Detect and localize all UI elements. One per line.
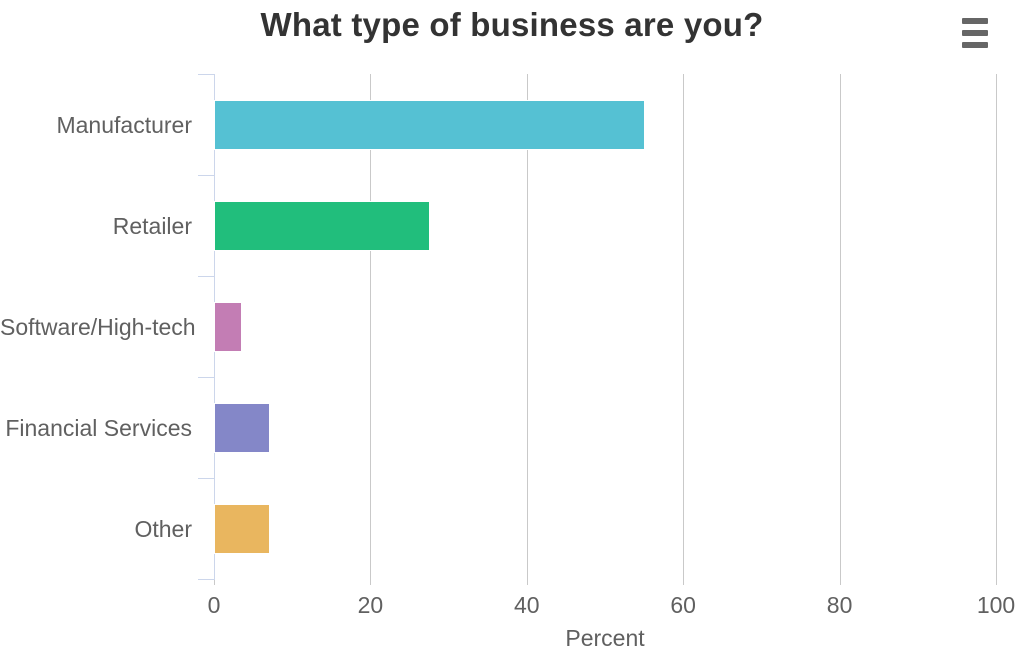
hamburger-icon	[962, 30, 988, 36]
bar-financial-services[interactable]	[214, 402, 270, 453]
bar-retailer[interactable]	[214, 200, 430, 251]
x-tick-0	[214, 579, 215, 585]
x-axis-title: Percent	[565, 625, 645, 651]
category-tick	[198, 175, 214, 176]
category-label-software-high-tech: Software/High-tech	[0, 313, 196, 340]
gridline-60	[683, 74, 685, 579]
bar-manufacturer[interactable]	[214, 99, 645, 150]
bar-other[interactable]	[214, 503, 270, 554]
x-tick-label-0: 0	[207, 592, 221, 618]
x-tick-80	[839, 579, 841, 585]
category-label-retailer: Retailer	[112, 212, 192, 239]
hamburger-icon	[962, 18, 988, 24]
category-label-manufacturer: Manufacturer	[56, 111, 192, 138]
gridline-40	[526, 74, 528, 579]
x-tick-label-60: 60	[670, 592, 696, 618]
x-tick-40	[526, 579, 528, 585]
category-tick	[198, 579, 214, 580]
category-tick	[198, 276, 214, 277]
x-tick-label-100: 100	[976, 592, 1016, 618]
x-tick-label-40: 40	[514, 592, 540, 618]
hamburger-icon	[962, 42, 988, 48]
category-label-other: Other	[134, 515, 192, 542]
category-tick	[198, 377, 214, 378]
x-tick-20	[370, 579, 372, 585]
category-tick	[198, 478, 214, 479]
x-tick-60	[683, 579, 685, 585]
x-tick-label-80: 80	[826, 592, 853, 618]
gridline-20	[370, 74, 372, 579]
x-tick-100	[996, 579, 997, 585]
chart-context-menu-button[interactable]	[957, 13, 993, 53]
gridline-100	[996, 74, 997, 579]
x-tick-label-20: 20	[357, 592, 384, 618]
category-tick	[198, 74, 214, 75]
category-label-financial-services: Financial Services	[5, 414, 192, 441]
chart-title: What type of business are you?	[260, 6, 764, 43]
gridline-80	[839, 74, 841, 579]
bar-software-high-tech[interactable]	[214, 301, 242, 352]
